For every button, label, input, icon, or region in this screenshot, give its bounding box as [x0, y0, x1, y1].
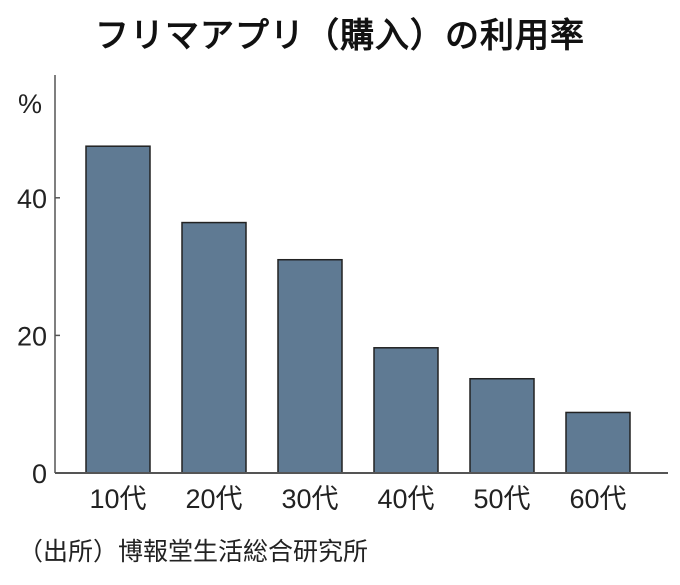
x-tick-label: 30代 [281, 484, 338, 514]
bar-50代 [469, 377, 535, 474]
bar-60代 [565, 411, 631, 474]
x-tick-label: 10代 [89, 484, 146, 514]
x-tick-label: 20代 [185, 484, 242, 514]
y-unit-label: % [18, 89, 42, 119]
bar-30代 [277, 258, 343, 474]
bar-40代 [373, 347, 439, 474]
y-tick-label: 20 [17, 321, 47, 351]
bar-10代 [85, 145, 151, 474]
y-tick-label: 0 [32, 459, 47, 489]
x-tick-label: 60代 [569, 484, 626, 514]
x-tick-label: 50代 [473, 484, 530, 514]
y-tick-label: 40 [17, 184, 47, 214]
chart-title: フリマアプリ（購入）の利用率 [95, 16, 585, 56]
source-note: （出所）博報堂生活総合研究所 [18, 537, 369, 566]
bar-20代 [181, 221, 247, 474]
x-tick-label: 40代 [377, 484, 434, 514]
